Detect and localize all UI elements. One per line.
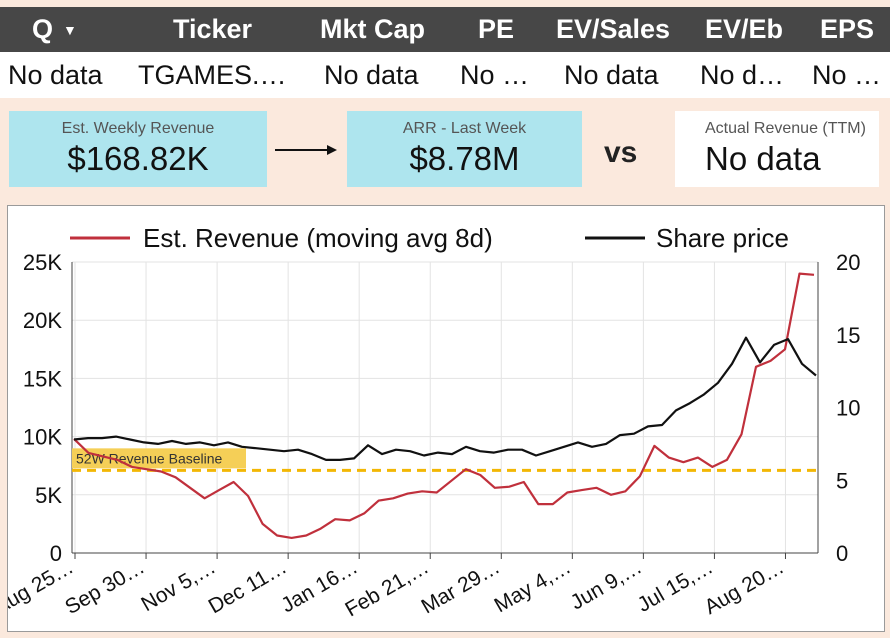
column-header-mkt-cap[interactable]: Mkt Cap	[320, 14, 426, 44]
column-header-eps[interactable]: EPS	[820, 14, 875, 44]
table-header-row: Q ▼ Ticker Mkt Cap PE EV/Sales EV/Eb EPS	[0, 7, 890, 52]
x-tick-label: Aug 20…	[701, 555, 788, 619]
kpi-weekly-revenue: Est. Weekly Revenue $168.82K	[9, 111, 267, 187]
x-tick-label: Nov 5,…	[137, 555, 219, 616]
cell-ev-ebitda: No d…	[700, 59, 785, 90]
cell-mkt-cap: No data	[324, 59, 419, 90]
legend-revenue-label: Est. Revenue (moving avg 8d)	[143, 223, 493, 253]
x-tick-label: Sep 30…	[61, 555, 148, 619]
left-axis-tick-label: 0	[50, 541, 62, 566]
column-header-ev-sales[interactable]: EV/Sales	[556, 14, 671, 44]
x-tick-label: May 4,…	[491, 555, 575, 617]
arrow-right-icon	[275, 145, 337, 155]
cell-ticker: TGAMES.…	[138, 59, 287, 90]
revenue-series-line	[73, 272, 815, 539]
baseline-label: 52W Revenue Baseline	[76, 450, 223, 466]
right-axis-tick-label: 15	[836, 323, 860, 348]
chart-panel: Est. Revenue (moving avg 8d) Share price…	[0, 205, 885, 632]
right-axis-tick-label: 20	[836, 250, 860, 275]
right-axis-tick-label: 10	[836, 396, 860, 421]
table-value-row: No data TGAMES.… No data No … No data No…	[0, 52, 890, 98]
column-header-ticker[interactable]: Ticker	[173, 14, 253, 44]
vs-text: vs	[604, 136, 638, 169]
kpi-weekly-revenue-value: $168.82K	[67, 140, 209, 177]
x-tick-label: Dec 11…	[205, 555, 291, 618]
kpi-actual-revenue-value: No data	[705, 140, 821, 177]
column-header-pe[interactable]: PE	[478, 14, 515, 44]
left-axis-tick-label: 5K	[35, 483, 62, 508]
x-tick-label: Mar 29…	[417, 555, 503, 618]
left-axis-tick-label: 25K	[23, 250, 62, 275]
left-axis-tick-label: 20K	[23, 308, 62, 333]
right-axis-tick-label: 5	[836, 468, 848, 493]
kpi-weekly-revenue-label: Est. Weekly Revenue	[61, 120, 215, 137]
column-header-q-label: Q	[32, 14, 54, 44]
column-header-q[interactable]: Q ▼	[32, 7, 77, 52]
cell-pe: No …	[460, 59, 530, 90]
right-axis-tick-label: 0	[836, 541, 848, 566]
baseline-label-bg	[72, 448, 246, 469]
price-series-line	[73, 336, 817, 461]
column-header-ev-ebitda[interactable]: EV/Eb	[705, 14, 784, 44]
cell-ev-sales: No data	[564, 59, 659, 90]
cell-eps: No …	[812, 59, 882, 90]
revenue-vs-price-chart[interactable]: Est. Revenue (moving avg 8d) Share price…	[0, 206, 884, 631]
x-tick-label: Jun 9,…	[567, 555, 646, 614]
kpi-arr-value: $8.78M	[409, 140, 520, 177]
kpi-actual-revenue: Actual Revenue (TTM) No data	[675, 111, 879, 187]
dropdown-arrow-icon[interactable]: ▼	[63, 21, 77, 38]
left-axis-tick-label: 15K	[23, 366, 62, 391]
kpi-actual-revenue-label: Actual Revenue (TTM)	[705, 120, 866, 137]
left-axis-tick-label: 10K	[23, 425, 62, 450]
legend-price-label: Share price	[656, 223, 789, 253]
cell-q: No data	[8, 59, 103, 90]
kpi-arr-label: ARR - Last Week	[402, 120, 527, 137]
kpi-arr: ARR - Last Week $8.78M	[347, 111, 582, 187]
